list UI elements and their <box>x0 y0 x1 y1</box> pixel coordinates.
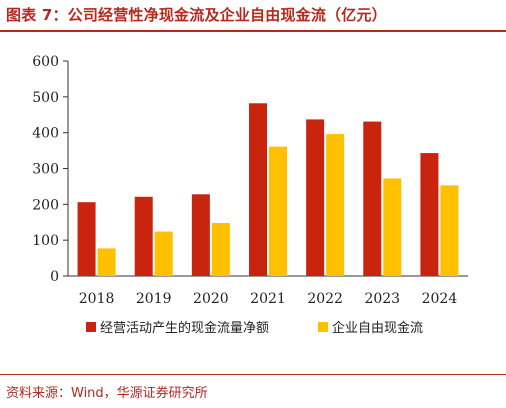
source-note: 资料来源：Wind，华源证券研究所 <box>6 386 208 401</box>
chart-legend: 经营活动产生的现金流量净额 企业自由现金流 <box>86 320 423 336</box>
bar-free-cash-flow <box>154 231 173 276</box>
bar-operating-cash-flow <box>191 194 210 276</box>
x-tick-label: 2018 <box>79 291 115 307</box>
legend-swatch <box>86 322 96 332</box>
bar-free-cash-flow <box>326 134 345 276</box>
x-tick-label: 2022 <box>307 291 343 307</box>
bar-operating-cash-flow <box>134 196 153 276</box>
bar-free-cash-flow <box>97 248 116 276</box>
bar-free-cash-flow <box>440 185 459 276</box>
footer-divider <box>0 374 506 375</box>
x-tick-label: 2021 <box>250 291 286 307</box>
y-tick-label: 400 <box>32 126 59 142</box>
title-divider <box>0 30 506 32</box>
bar-free-cash-flow <box>211 222 230 276</box>
chart-bars <box>77 103 459 277</box>
legend-label: 经营活动产生的现金流量净额 <box>100 320 269 336</box>
y-tick-label: 200 <box>32 197 59 213</box>
x-tick-label: 2019 <box>136 291 172 307</box>
y-tick-label: 500 <box>32 90 59 106</box>
y-tick-label: 0 <box>50 269 59 285</box>
chart-title: 图表 7：公司经营性净现金流及企业自由现金流（亿元） <box>6 6 387 24</box>
chart-axes <box>63 60 468 277</box>
bar-operating-cash-flow <box>420 153 439 276</box>
bar-free-cash-flow <box>269 146 287 276</box>
y-tick-label: 600 <box>32 54 59 70</box>
bar-operating-cash-flow <box>77 202 96 276</box>
legend-label: 企业自由现金流 <box>332 320 423 336</box>
y-tick-label: 300 <box>32 162 59 178</box>
x-tick-label: 2020 <box>193 291 229 307</box>
x-tick-label: 2023 <box>364 291 400 307</box>
bar-operating-cash-flow <box>249 103 267 277</box>
legend-swatch <box>318 322 328 332</box>
x-tick-label: 2024 <box>422 291 458 307</box>
bar-operating-cash-flow <box>306 119 325 277</box>
chart-ticks: 0 100 200 300 400 500 600 2018 2019 2020 2021 2022 2… <box>32 54 457 307</box>
bar-operating-cash-flow <box>363 121 382 276</box>
bar-free-cash-flow <box>383 178 402 276</box>
bar-chart: 0 100 200 300 400 500 600 2018 2019 2020 2021 2022 2… <box>32 54 468 336</box>
y-tick-label: 100 <box>32 233 59 249</box>
